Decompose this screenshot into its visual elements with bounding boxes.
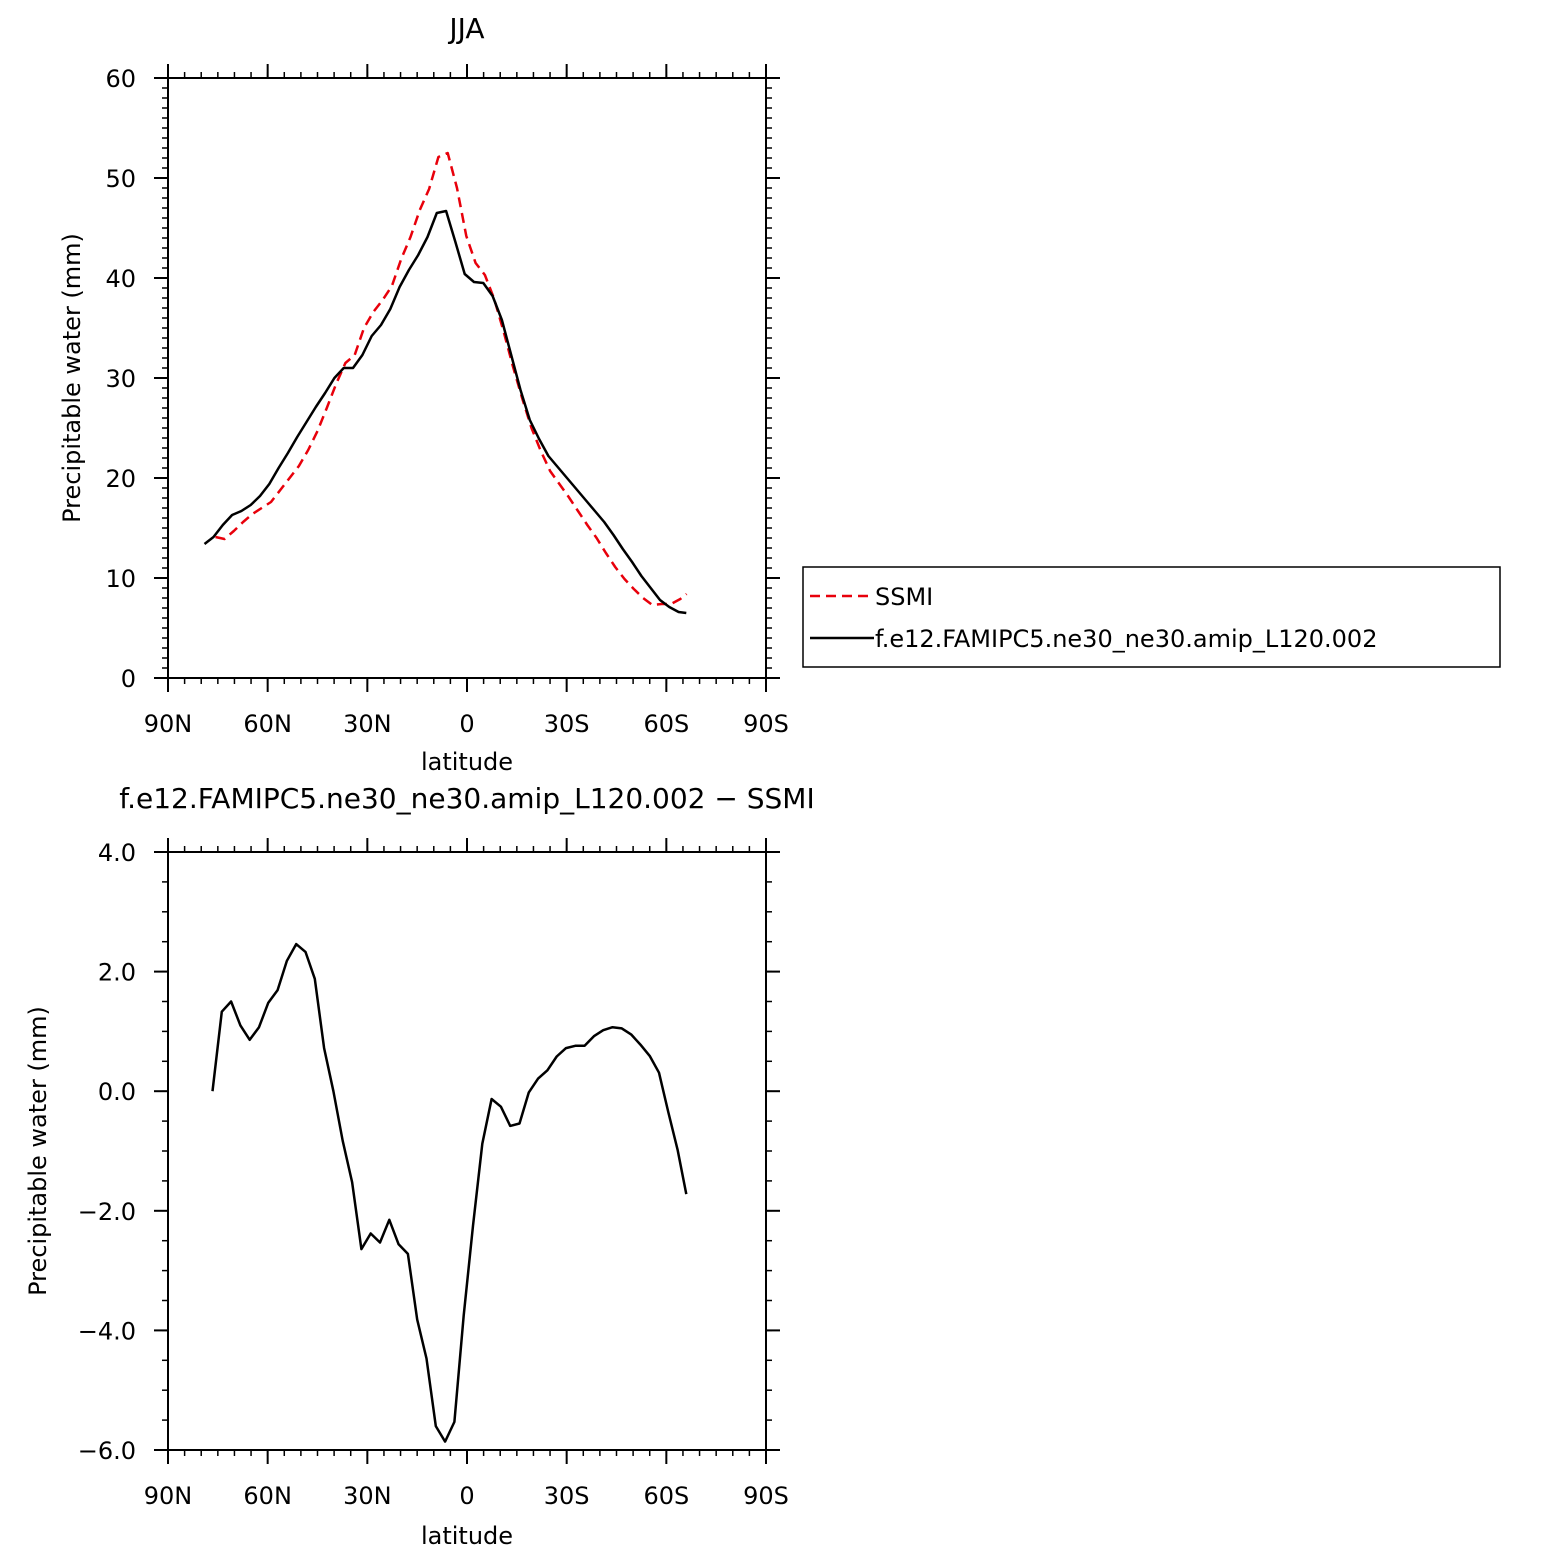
x-tick-label: 90S: [743, 1482, 789, 1510]
x-tick-label: 0: [459, 710, 474, 738]
x-tick-label: 60N: [243, 1482, 292, 1510]
x-axis-title: latitude: [421, 1522, 513, 1550]
legend-label: f.e12.FAMIPC5.ne30_ne30.amip_L120.002: [875, 625, 1377, 653]
y-axis-title: Precipitable water (mm): [58, 233, 86, 523]
y-tick-label: 50: [105, 165, 136, 193]
y-tick-label: 60: [105, 65, 136, 93]
x-tick-label: 30S: [544, 1482, 590, 1510]
y-tick-label: 2.0: [98, 959, 136, 987]
y-tick-label: 20: [105, 465, 136, 493]
x-tick-label: 90N: [144, 1482, 193, 1510]
legend-box: [802, 566, 1501, 668]
x-tick-label: 30N: [343, 710, 392, 738]
y-tick-label: 0.0: [98, 1078, 136, 1106]
legend-label: SSMI: [875, 583, 933, 611]
series-line-1: [211, 942, 688, 1443]
series-line-1: [215, 151, 688, 607]
y-tick-label: −2.0: [78, 1198, 136, 1226]
chart-panel-1: JJA 0 10 20 30 40 50 60 90N 60N 30N 0 30S 60S 90S latit…: [58, 12, 1501, 776]
y-tick-label: −4.0: [78, 1317, 136, 1345]
y-tick-label: 40: [105, 265, 136, 293]
x-tick-label: 0: [459, 1482, 474, 1510]
chart-title: f.e12.FAMIPC5.ne30_ne30.amip_L120.002 − …: [119, 782, 814, 815]
plot-frame: [167, 851, 767, 1451]
chart-title: JJA: [447, 12, 484, 45]
x-tick-label: 60N: [243, 710, 292, 738]
y-tick-label: 10: [105, 565, 136, 593]
x-tick-label: 90N: [144, 710, 193, 738]
series-line-2: [203, 209, 687, 615]
x-tick-label: 90S: [743, 710, 789, 738]
y-axis-title: Precipitable water (mm): [24, 1006, 52, 1296]
x-tick-label: 60S: [643, 1482, 689, 1510]
x-tick-label: 30N: [343, 1482, 392, 1510]
chart-panel-2: f.e12.FAMIPC5.ne30_ne30.amip_L120.002 − …: [24, 782, 815, 1550]
y-tick-label: −6.0: [78, 1437, 136, 1465]
legend: SSMI f.e12.FAMIPC5.ne30_ne30.amip_L120.00…: [802, 566, 1501, 668]
x-axis-title: latitude: [421, 748, 513, 776]
x-tick-label: 60S: [643, 710, 689, 738]
y-tick-label: 4.0: [98, 839, 136, 867]
y-tick-label: 30: [105, 365, 136, 393]
x-tick-label: 30S: [544, 710, 590, 738]
plot-frame: [167, 77, 767, 679]
y-tick-label: 0: [121, 665, 136, 693]
